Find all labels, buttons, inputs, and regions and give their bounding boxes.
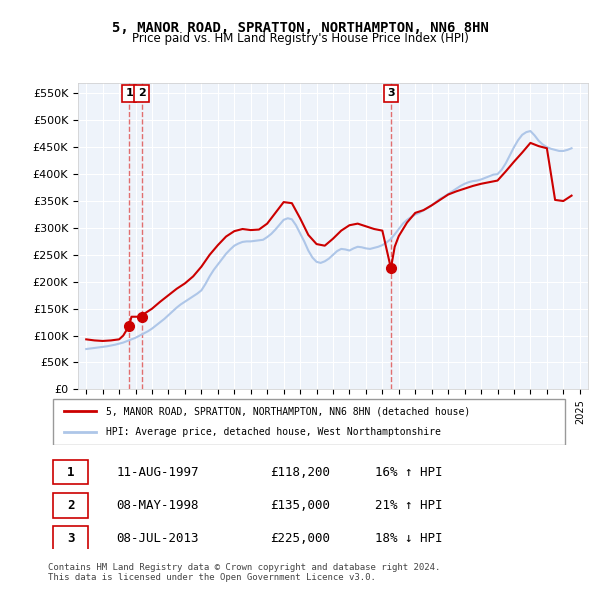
FancyBboxPatch shape xyxy=(53,460,88,484)
Text: 5, MANOR ROAD, SPRATTON, NORTHAMPTON, NN6 8HN (detached house): 5, MANOR ROAD, SPRATTON, NORTHAMPTON, NN… xyxy=(106,407,470,417)
Text: 08-MAY-1998: 08-MAY-1998 xyxy=(116,499,199,512)
Text: 18% ↓ HPI: 18% ↓ HPI xyxy=(376,532,443,545)
Text: £118,200: £118,200 xyxy=(270,466,330,478)
FancyBboxPatch shape xyxy=(53,399,565,444)
Text: 11-AUG-1997: 11-AUG-1997 xyxy=(116,466,199,478)
FancyBboxPatch shape xyxy=(53,493,88,517)
Text: 3: 3 xyxy=(67,532,74,545)
Text: This data is licensed under the Open Government Licence v3.0.: This data is licensed under the Open Gov… xyxy=(48,573,376,582)
Text: 1: 1 xyxy=(125,88,133,99)
Text: 21% ↑ HPI: 21% ↑ HPI xyxy=(376,499,443,512)
Text: Price paid vs. HM Land Registry's House Price Index (HPI): Price paid vs. HM Land Registry's House … xyxy=(131,32,469,45)
Text: Contains HM Land Registry data © Crown copyright and database right 2024.: Contains HM Land Registry data © Crown c… xyxy=(48,563,440,572)
Text: £135,000: £135,000 xyxy=(270,499,330,512)
Text: HPI: Average price, detached house, West Northamptonshire: HPI: Average price, detached house, West… xyxy=(106,427,441,437)
Text: £225,000: £225,000 xyxy=(270,532,330,545)
Text: 3: 3 xyxy=(387,88,395,99)
FancyBboxPatch shape xyxy=(53,526,88,550)
Text: 2: 2 xyxy=(137,88,145,99)
Text: 16% ↑ HPI: 16% ↑ HPI xyxy=(376,466,443,478)
Text: 1: 1 xyxy=(67,466,74,478)
Text: 2: 2 xyxy=(67,499,74,512)
Text: 5, MANOR ROAD, SPRATTON, NORTHAMPTON, NN6 8HN: 5, MANOR ROAD, SPRATTON, NORTHAMPTON, NN… xyxy=(112,21,488,35)
Text: 08-JUL-2013: 08-JUL-2013 xyxy=(116,532,199,545)
